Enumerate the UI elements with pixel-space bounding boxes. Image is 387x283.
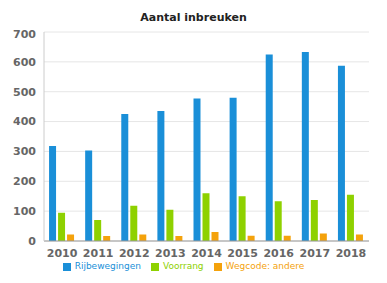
svg-text:0: 0 [28, 235, 36, 248]
svg-text:2010: 2010 [47, 247, 78, 260]
svg-text:300: 300 [13, 145, 36, 158]
svg-text:500: 500 [13, 86, 36, 99]
html-text:Voorrang: Voorrang [162, 261, 204, 271]
html-text:Aantal inbreuken: Aantal inbreuken [140, 11, 247, 24]
svg-text:2015: 2015 [227, 247, 258, 260]
html-text:Wegcode: andere: Wegcode: andere [225, 261, 305, 271]
svg-text:2012: 2012 [119, 247, 150, 260]
svg-text:600: 600 [13, 56, 36, 69]
svg-text:200: 200 [13, 175, 36, 188]
svg-text:2017: 2017 [300, 247, 331, 260]
svg-text:400: 400 [13, 115, 36, 128]
svg-text:100: 100 [13, 205, 36, 218]
svg-text:2016: 2016 [263, 247, 294, 260]
svg-text:2013: 2013 [155, 247, 186, 260]
html-text:Rijbewegingen: Rijbewegingen [74, 261, 141, 271]
svg-text:2011: 2011 [83, 247, 114, 260]
svg-text:2014: 2014 [191, 247, 222, 260]
svg-text:700: 700 [13, 28, 36, 41]
svg-text:2018: 2018 [336, 247, 367, 260]
